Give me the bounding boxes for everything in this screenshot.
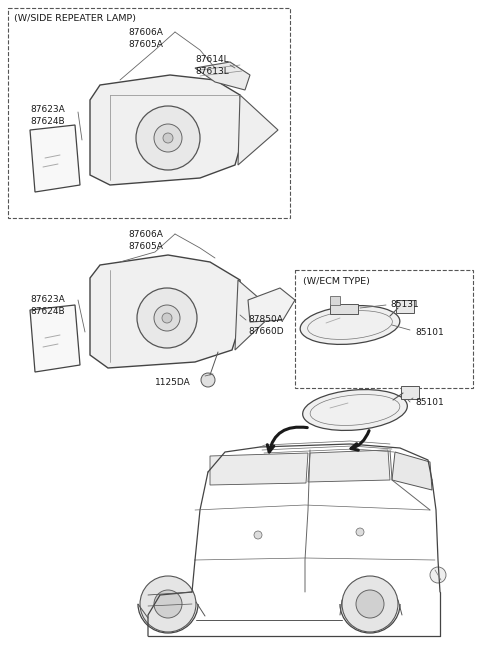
Circle shape	[137, 288, 197, 348]
Polygon shape	[195, 62, 250, 90]
Bar	[8, 8, 290, 218]
Text: 87606A: 87606A	[128, 28, 163, 37]
Circle shape	[140, 576, 196, 632]
Text: 87660D: 87660D	[248, 327, 284, 336]
Text: 87605A: 87605A	[128, 242, 163, 251]
Bar	[330, 304, 358, 314]
Text: 85101: 85101	[415, 398, 444, 407]
Polygon shape	[30, 125, 80, 192]
Text: 87850A: 87850A	[248, 315, 283, 324]
Ellipse shape	[300, 306, 400, 344]
Circle shape	[162, 313, 172, 323]
Circle shape	[154, 124, 182, 152]
Text: 87623A: 87623A	[30, 105, 65, 114]
Bar	[396, 300, 414, 313]
Circle shape	[356, 590, 384, 618]
Text: 87624B: 87624B	[30, 117, 65, 126]
Bar	[295, 270, 473, 388]
Polygon shape	[248, 288, 295, 322]
Text: 85101: 85101	[415, 328, 444, 337]
Text: (W/SIDE REPEATER LAMP): (W/SIDE REPEATER LAMP)	[14, 14, 136, 23]
Text: 87605A: 87605A	[128, 40, 163, 49]
Circle shape	[201, 373, 215, 387]
Circle shape	[254, 531, 262, 539]
Polygon shape	[90, 75, 245, 185]
Circle shape	[154, 590, 182, 618]
Polygon shape	[30, 305, 80, 372]
Bar	[330, 296, 340, 305]
Text: 87606A: 87606A	[128, 230, 163, 239]
Text: 87613L: 87613L	[195, 67, 229, 76]
Polygon shape	[235, 280, 275, 350]
Text: (W/ECM TYPE): (W/ECM TYPE)	[303, 277, 370, 286]
Circle shape	[163, 133, 173, 143]
Ellipse shape	[303, 390, 408, 430]
Bar	[401, 386, 419, 399]
Text: 87614L: 87614L	[195, 55, 228, 64]
Circle shape	[154, 305, 180, 331]
Text: 87624B: 87624B	[30, 307, 65, 316]
Text: 1125DA: 1125DA	[155, 378, 191, 387]
Circle shape	[356, 528, 364, 536]
Text: 87623A: 87623A	[30, 295, 65, 304]
Polygon shape	[238, 95, 278, 165]
Text: 85131: 85131	[390, 300, 419, 309]
Circle shape	[136, 106, 200, 170]
Polygon shape	[210, 453, 308, 485]
Circle shape	[342, 576, 398, 632]
Polygon shape	[308, 450, 390, 482]
Circle shape	[430, 567, 446, 583]
Polygon shape	[392, 452, 432, 490]
Polygon shape	[90, 255, 243, 368]
